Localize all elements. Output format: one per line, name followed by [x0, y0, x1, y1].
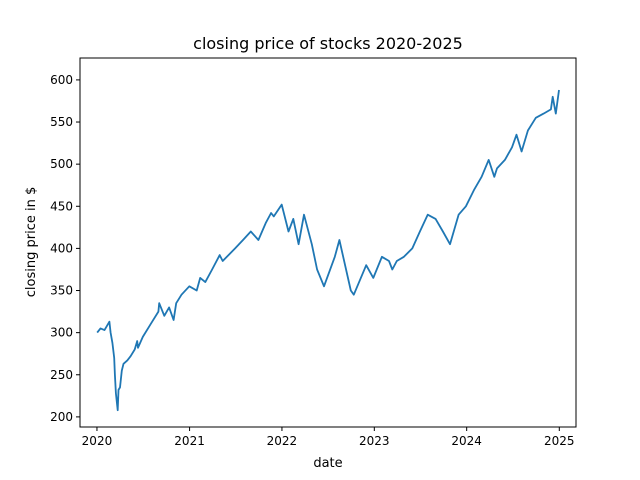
plot-area-frame: [79, 57, 577, 428]
x-tick-label: 2020: [82, 434, 113, 448]
y-tick-label: 500: [50, 157, 73, 171]
x-tick-label: 2025: [544, 434, 575, 448]
series-line: [96, 89, 560, 412]
x-tick-label: 2023: [359, 434, 390, 448]
x-tick-label: 2021: [174, 434, 205, 448]
y-tick-label: 400: [50, 241, 73, 255]
y-tick-label: 600: [50, 73, 73, 87]
y-axis-ticks: 200 250 300 350 400 450 500 550 600: [50, 73, 80, 424]
y-tick-label: 300: [50, 326, 73, 340]
x-tick-label: 2022: [267, 434, 298, 448]
y-axis-label: closing price in $: [24, 187, 39, 297]
y-tick-label: 250: [50, 368, 73, 382]
y-tick-label: 550: [50, 115, 73, 129]
chart-title: closing price of stocks 2020-2025: [193, 34, 463, 53]
x-tick-label: 2024: [451, 434, 482, 448]
x-axis-ticks: 2020 2021 2022 2023 2024 2025: [82, 427, 575, 448]
y-tick-label: 450: [50, 199, 73, 213]
x-axis-label: date: [313, 456, 342, 471]
y-tick-label: 350: [50, 284, 73, 298]
y-tick-label: 200: [50, 410, 73, 424]
